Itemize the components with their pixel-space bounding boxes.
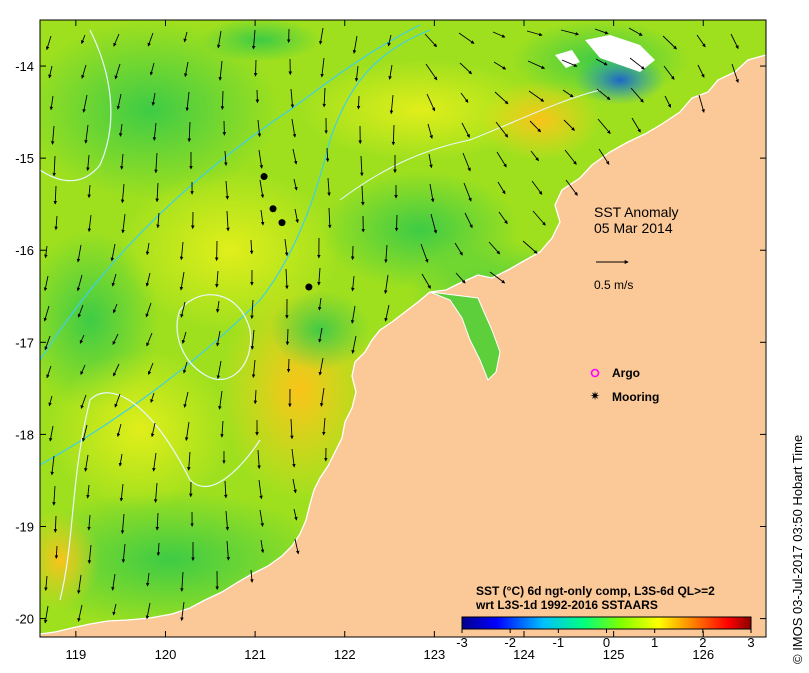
map-title-line2: 05 Mar 2014	[594, 220, 673, 236]
credit-text: © IMOS 03-Jul-2017 03:50 Hobart Time	[790, 435, 805, 664]
colorbar	[462, 617, 751, 629]
map-title-line1: SST Anomaly	[594, 204, 679, 220]
mooring-point	[270, 205, 277, 212]
credit-svg: © IMOS 03-Jul-2017 03:50 Hobart Time	[786, 372, 808, 668]
lon-tick-label: 120	[155, 647, 177, 662]
current-vector	[255, 60, 256, 76]
colorbar-tick-label: 2	[699, 635, 706, 650]
mooring-symbol: ✷	[590, 389, 600, 403]
current-vector	[358, 96, 359, 109]
mooring-point	[261, 173, 268, 180]
colorbar-tick-label: -1	[553, 635, 565, 650]
lat-tick-label: -16	[15, 243, 34, 258]
mooring-point	[305, 284, 312, 291]
lon-tick-label: 123	[424, 647, 446, 662]
lon-tick-label: 124	[513, 647, 535, 662]
current-vector	[288, 359, 289, 372]
credit-container: © IMOS 03-Jul-2017 03:50 Hobart Time	[786, 372, 808, 668]
current-vector	[287, 329, 288, 345]
lon-tick-label: 122	[334, 647, 356, 662]
lon-tick-label: 121	[244, 647, 266, 662]
mooring-point	[279, 219, 286, 226]
lat-tick-label: -18	[15, 427, 34, 442]
colorbar-tick-label: 1	[651, 635, 658, 650]
lon-tick-label: 119	[65, 647, 86, 662]
colorbar-tick-label: -2	[504, 635, 516, 650]
vector-scale-label: 0.5 m/s	[594, 278, 633, 292]
mooring-label: Mooring	[612, 390, 659, 404]
lat-tick-label: -20	[15, 612, 34, 627]
lat-tick-label: -17	[15, 335, 34, 350]
lat-tick-label: -15	[15, 151, 34, 166]
plot-area	[10, 18, 766, 640]
argo-label: Argo	[612, 366, 640, 380]
colorbar-caption-line1: SST (°C) 6d ngt-only comp, L3S-6d QL>=2	[476, 584, 715, 598]
colorbar-tick-label: 3	[747, 635, 754, 650]
lat-tick-label: -19	[15, 519, 34, 534]
colorbar-tick-label: -3	[456, 635, 468, 650]
sst-patch	[200, 18, 320, 62]
lat-tick-label: -14	[15, 59, 34, 74]
colorbar-tick-label: 0	[603, 635, 610, 650]
colorbar-caption-line2: wrt L3S-1d 1992-2016 SSTAARS	[475, 598, 658, 612]
